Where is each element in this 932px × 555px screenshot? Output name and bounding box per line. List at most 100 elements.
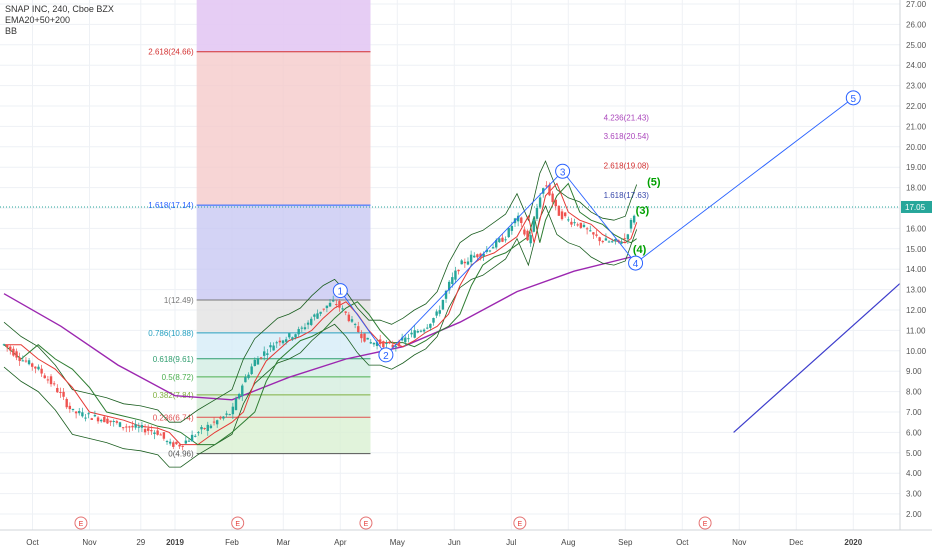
x-tick-label: 2020: [844, 538, 862, 547]
candle-body: [12, 348, 15, 356]
candle-body: [168, 441, 172, 444]
candle-body: [363, 333, 366, 342]
candle-body: [520, 217, 523, 224]
candle-body: [335, 304, 338, 306]
x-tick-label: Mar: [276, 538, 290, 547]
candle-body: [187, 440, 191, 442]
candle-body: [197, 432, 200, 434]
candle-body: [507, 227, 510, 238]
candle-body: [488, 250, 492, 252]
candle-body: [297, 329, 300, 335]
candle-body: [379, 339, 382, 345]
y-tick-label: 15.00: [906, 245, 927, 254]
candle-body: [466, 261, 470, 265]
x-tick-label: Feb: [225, 538, 239, 547]
x-tick-label: Jul: [506, 538, 516, 547]
candle-body: [385, 343, 388, 345]
candle-body: [165, 441, 169, 443]
ema-indicator-label[interactable]: EMA20+50+200: [5, 15, 71, 25]
candle-body: [532, 219, 536, 232]
candle-body: [463, 261, 467, 264]
candle-body: [494, 240, 498, 248]
candle-body: [128, 426, 131, 428]
candle-body: [250, 366, 253, 375]
candle-body: [407, 338, 410, 340]
candle-body: [432, 317, 435, 323]
x-tick-label: Jun: [448, 538, 461, 547]
x-tick-label: 29: [136, 538, 145, 547]
candle-body: [579, 222, 583, 228]
earnings-marker: [74, 516, 88, 530]
candle-body: [341, 308, 344, 310]
candle-body: [516, 215, 520, 222]
wave-label-2: 2: [383, 351, 389, 362]
symbol-title[interactable]: SNAP INC, 240, Cboe BZX: [5, 4, 114, 14]
candle-body: [56, 387, 59, 393]
y-tick-label: 10.00: [906, 347, 927, 356]
candle-body: [178, 444, 181, 447]
candle-body: [74, 411, 78, 414]
candle-body: [184, 440, 188, 444]
candle-body: [278, 340, 282, 343]
candle-body: [576, 224, 579, 226]
candle-body: [140, 425, 144, 428]
candle-body: [68, 405, 72, 410]
wave-label-1: 1: [338, 287, 344, 298]
candle-body: [444, 290, 448, 299]
candle-body: [159, 434, 162, 436]
fib-extension-label: 4.236(21.43): [604, 114, 650, 123]
candle-body: [557, 205, 561, 216]
candle-body: [535, 207, 539, 219]
candle-body: [328, 302, 332, 307]
fib-level-label: 2.618(24.66): [148, 48, 194, 57]
y-tick-label: 26.00: [906, 20, 927, 29]
candle-body: [429, 323, 432, 328]
candle-body: [247, 374, 250, 379]
candle-body: [266, 353, 269, 355]
candle-body: [331, 300, 335, 302]
candle-body: [391, 344, 394, 348]
candle-body: [498, 238, 501, 243]
candle-body: [99, 419, 103, 422]
projection-trendline: [733, 283, 901, 433]
wave-label-5: 5: [851, 94, 857, 105]
candle-body: [237, 393, 241, 399]
candle-body: [310, 318, 313, 325]
candle-body: [231, 406, 235, 415]
candle-body: [21, 360, 25, 362]
candle-body: [353, 323, 357, 325]
candle-body: [27, 360, 31, 365]
fib-zone-band: [196, 376, 371, 395]
candle-body: [81, 412, 84, 417]
fib-extension-label: 3.618(20.54): [604, 132, 650, 141]
candle-body: [272, 345, 275, 351]
y-tick-label: 3.00: [906, 490, 922, 499]
bb-lower-line: [3, 204, 638, 468]
candle-body: [5, 345, 9, 348]
candle-body: [106, 418, 109, 424]
candle-body: [510, 225, 514, 231]
price-badge-label: 17.05: [905, 203, 926, 212]
candle-body: [482, 253, 485, 257]
candle-body: [501, 237, 504, 242]
candle-body: [190, 434, 194, 442]
wave-label-circle: [628, 255, 644, 271]
candle-body: [375, 342, 379, 347]
y-axis-panel: [900, 0, 932, 550]
bb-indicator-label[interactable]: BB: [5, 26, 18, 36]
candle-body: [15, 351, 18, 358]
candle-body: [225, 413, 228, 415]
candle-body: [338, 301, 341, 308]
candle-body: [545, 185, 548, 187]
candle-body: [40, 368, 43, 374]
candle-body: [87, 413, 90, 415]
candle-body: [131, 425, 134, 428]
candle-body: [256, 358, 260, 365]
y-tick-label: 22.00: [906, 102, 927, 111]
candle-body: [37, 366, 40, 370]
candle-body: [473, 255, 476, 258]
y-tick-label: 9.00: [906, 367, 922, 376]
candle-body: [147, 428, 150, 431]
candle-body: [306, 322, 310, 325]
